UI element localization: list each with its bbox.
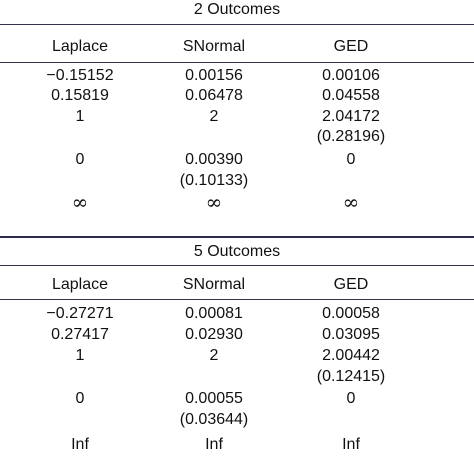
table-cell: −0.15152 <box>46 67 114 84</box>
table-cell: 2 <box>424 346 474 366</box>
table-cell: 0 <box>346 151 356 168</box>
table-cell: 0 <box>424 304 474 324</box>
table-cell: 0.00081 <box>185 305 243 322</box>
inf-cell: Inf <box>71 436 89 453</box>
table-cell: 1 <box>75 347 85 364</box>
table-cell: 0.15819 <box>51 87 109 104</box>
inf-cell: Inf <box>205 436 223 453</box>
section-rule <box>0 265 474 266</box>
header-ged: GED <box>333 276 369 293</box>
table-cell: 0.06478 <box>185 87 243 104</box>
table-cell: 0 <box>75 151 85 168</box>
table-cell: (0.03644) <box>179 411 249 428</box>
table-cell: 1 <box>75 108 85 125</box>
table-cell: 2.00442 <box>322 347 380 364</box>
table-cell: (0.12415) <box>316 368 386 385</box>
section-divider <box>0 236 474 238</box>
table-cell: 0.00106 <box>322 67 380 84</box>
table-cell: 0 <box>424 86 474 106</box>
table-cell: 0.04558 <box>322 87 380 104</box>
table-cell: (0 <box>424 127 474 147</box>
table-cell: −0.27271 <box>46 305 114 322</box>
infinity-cell: ∞ <box>71 190 89 214</box>
table-cell: (0 <box>424 410 474 430</box>
table-cell: 0.27417 <box>51 326 109 343</box>
table-cell: 0.00390 <box>185 151 243 168</box>
table-cell: 2.04172 <box>322 108 380 125</box>
inf-cell: Inf <box>342 436 360 453</box>
header-snormal: SNormal <box>182 38 246 55</box>
table-cell: 0 <box>424 325 474 345</box>
table-cell: (0.10133) <box>179 172 249 189</box>
infinity-cell: ∞ <box>205 190 223 214</box>
table-cell: (0 <box>424 367 474 387</box>
table-cell: 0.00055 <box>185 390 243 407</box>
header-ged: GED <box>333 38 369 55</box>
header-rule <box>0 299 474 300</box>
table-cell: 0 <box>346 390 356 407</box>
table-cell: 0.00058 <box>322 305 380 322</box>
table-cell: 0 <box>424 66 474 86</box>
table-cell: 0.02930 <box>185 326 243 343</box>
table-cell: 2 <box>424 107 474 127</box>
table-cell: 2 <box>209 347 219 364</box>
section-title: 5 Outcomes <box>193 243 281 260</box>
table-cell: 2 <box>209 108 219 125</box>
table-cell: 0 <box>424 150 474 170</box>
section-rule <box>0 24 474 25</box>
section-title: 2 Outcomes <box>193 1 281 18</box>
table-cell: 0.03095 <box>322 326 380 343</box>
table-cell: (0 <box>424 171 474 191</box>
header-rule <box>0 62 474 63</box>
table-cell: (0.28196) <box>316 128 386 145</box>
table-cell: 0 <box>424 389 474 409</box>
header-laplace: Laplace <box>51 276 109 293</box>
header-snormal: SNormal <box>182 276 246 293</box>
header-laplace: Laplace <box>51 38 109 55</box>
infinity-cell: ∞ <box>342 190 360 214</box>
table-cell: 0.00156 <box>185 67 243 84</box>
table-cell: 0 <box>75 390 85 407</box>
